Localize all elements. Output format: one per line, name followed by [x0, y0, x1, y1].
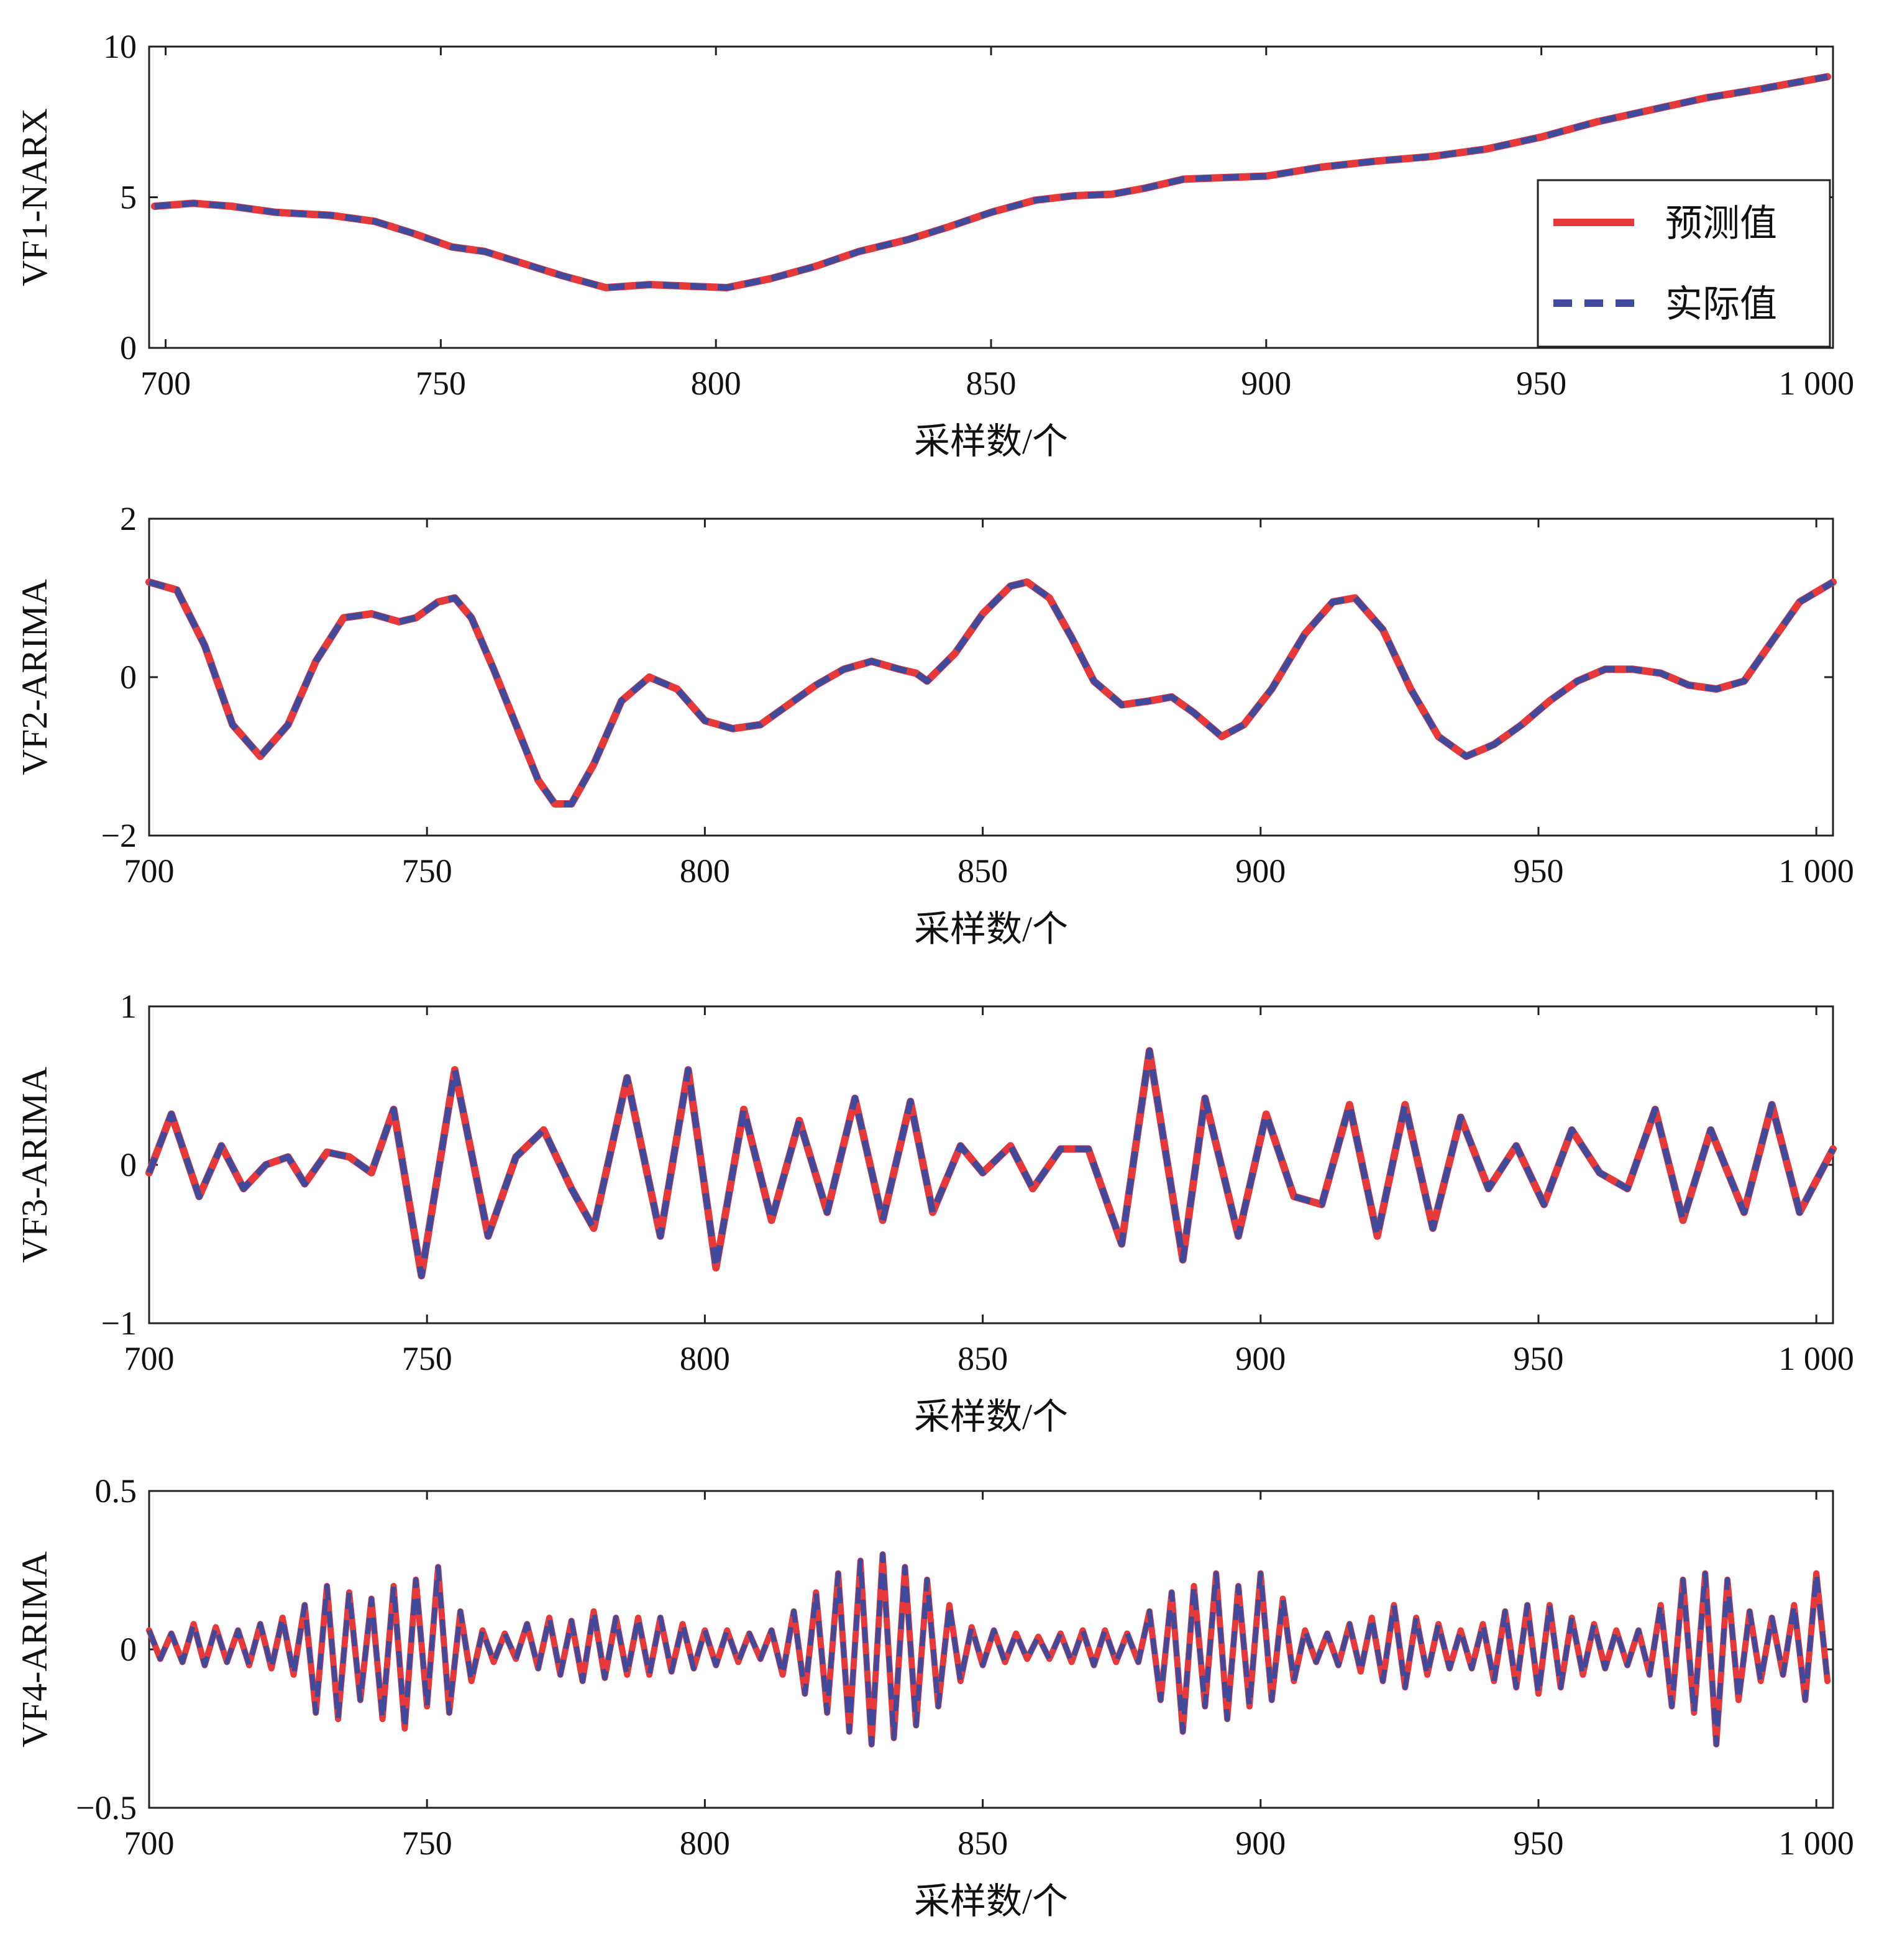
series-actual-line [147, 1552, 1831, 1747]
y-tick-label: 0 [120, 1146, 137, 1183]
x-tick-label: 750 [416, 365, 466, 402]
x-tick-label: 850 [958, 1825, 1008, 1862]
x-tick-label: 900 [1241, 365, 1291, 402]
x-tick-label: 950 [1513, 852, 1563, 890]
x-tick-label: 750 [402, 1340, 452, 1377]
x-tick-label: 900 [1235, 852, 1286, 890]
x-tick-label: 900 [1235, 1825, 1286, 1862]
x-tick-label: 800 [680, 1340, 730, 1377]
y-tick-label: −0.5 [76, 1789, 137, 1826]
y-tick-label: 0 [120, 329, 137, 367]
x-tick-label: 850 [966, 365, 1017, 402]
x-tick-label: 950 [1513, 1825, 1563, 1862]
chart-panel-4: 700 750 800 850 900 950 1 000 −0.5 0 0.5 采样数/个 VF4-… [14, 1472, 1854, 1921]
series-actual-line [146, 1047, 1836, 1279]
series-actual-line [154, 73, 1828, 291]
y-axis-title: VF2-ARIMA [14, 579, 55, 775]
chart-panel-2: 700 750 800 850 900 950 1 000 −2 0 2 采样数/个 VF2-ARIM… [14, 500, 1854, 949]
y-axis-title: VF4-ARIMA [14, 1551, 55, 1748]
y-tick-label: 0.5 [95, 1472, 137, 1510]
x-tick-label: 900 [1235, 1340, 1286, 1377]
y-tick-label: 0 [120, 659, 137, 696]
x-axis-title: 采样数/个 [914, 909, 1068, 949]
y-tick-label: 0 [120, 1631, 137, 1668]
chart-panel-1: 700 750 800 850 900 950 1 000 0 5 10 采样数/个 VF1-NARX [14, 28, 1854, 462]
series-predicted-line [146, 1551, 1831, 1748]
x-axis-title: 采样数/个 [914, 421, 1068, 462]
chart-panel-3: 700 750 800 850 900 950 1 000 −1 0 1 采样数/个 VF3-ARIM… [14, 988, 1854, 1437]
x-tick-label: 1 000 [1779, 365, 1855, 402]
x-tick-label: 950 [1513, 1340, 1563, 1377]
y-axis-title: VF1-NARX [14, 108, 55, 286]
y-tick-label: −2 [101, 817, 137, 854]
series-actual-line [148, 579, 1835, 807]
y-tick-label: 2 [120, 500, 137, 537]
x-tick-label: 700 [124, 852, 175, 890]
y-tick-label: 5 [120, 179, 137, 216]
x-axis-title: 采样数/个 [914, 1881, 1068, 1921]
y-tick-label: 10 [103, 28, 137, 65]
y-tick-label: −1 [101, 1305, 137, 1342]
x-tick-label: 1 000 [1778, 1825, 1854, 1862]
x-tick-label: 950 [1516, 365, 1566, 402]
x-axis-title: 采样数/个 [914, 1397, 1068, 1437]
x-tick-label: 700 [124, 1825, 175, 1862]
y-axis-title: VF3-ARIMA [14, 1067, 55, 1263]
x-tick-label: 800 [680, 852, 730, 890]
x-tick-label: 750 [402, 1825, 452, 1862]
x-tick-label: 1 000 [1778, 1340, 1854, 1377]
legend-predicted-label: 预测值 [1665, 203, 1777, 244]
legend-actual-label: 实际值 [1665, 284, 1777, 325]
x-tick-label: 700 [124, 1340, 175, 1377]
x-tick-label: 850 [958, 1340, 1008, 1377]
legend-box [1537, 179, 1831, 348]
x-tick-label: 800 [680, 1825, 730, 1862]
y-tick-label: 1 [120, 988, 137, 1025]
x-tick-label: 800 [691, 365, 741, 402]
x-tick-label: 850 [958, 852, 1008, 890]
series-predicted-line [145, 578, 1837, 808]
x-tick-label: 700 [140, 365, 191, 402]
x-tick-label: 1 000 [1778, 852, 1854, 890]
x-tick-label: 750 [402, 852, 452, 890]
